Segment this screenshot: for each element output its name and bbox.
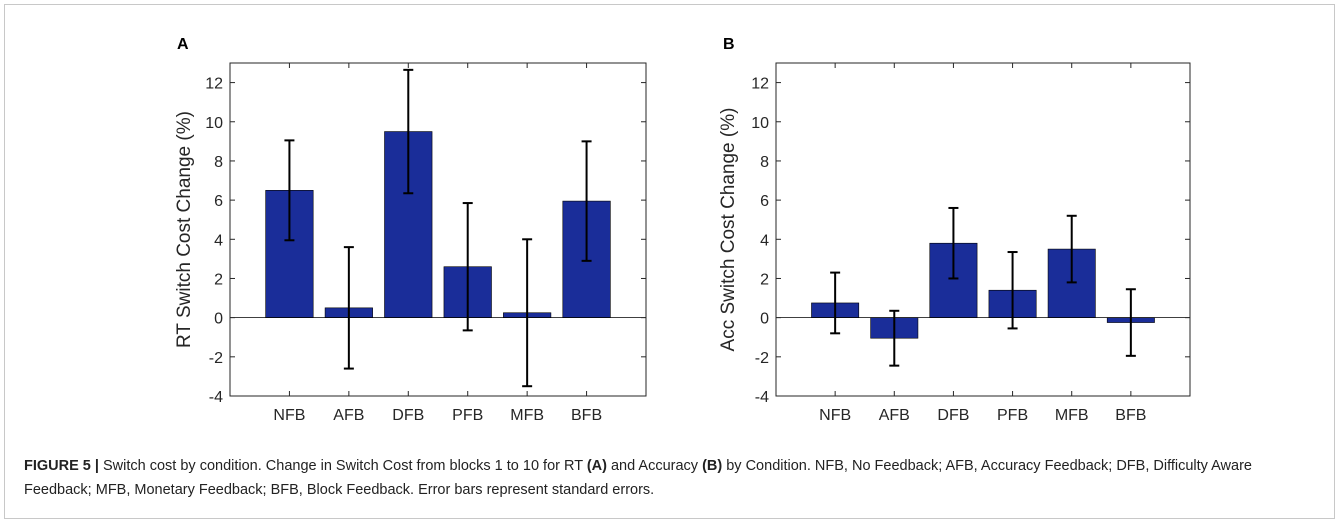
chart-b-ytick-label: 10 <box>751 115 769 132</box>
caption-text-3: by Condition. NFB, No Feedback; AFB, Acc… <box>24 458 1252 498</box>
chart-a-ytick-label: -4 <box>209 389 223 406</box>
caption-figure-label: FIGURE 5 | <box>24 458 99 474</box>
chart-a-errorbar-bfb <box>581 140 592 262</box>
figure-caption: FIGURE 5 | Switch cost by condition. Cha… <box>24 454 1314 502</box>
chart-b-errorbar-dfb <box>948 206 959 280</box>
chart-a-xtick-label-bfb: BFB <box>571 407 602 424</box>
chart-a-panel-label: A <box>177 36 189 53</box>
chart-a-panel: A -4 -2 0 2 4 6 8 10 12 NFB AFB DFB PFB MFB BFB RT Switc… <box>174 36 647 424</box>
chart-a-errorbar-dfb <box>403 68 414 195</box>
chart-b-axes-box <box>775 62 1191 397</box>
chart-a-errorbar-nfb <box>284 139 295 242</box>
chart-b-errorbar-nfb <box>830 271 841 335</box>
chart-b-ytick-label: 4 <box>760 232 769 249</box>
chart-b-panel-label: B <box>723 36 735 53</box>
chart-b-xtick-label-afb: AFB <box>879 407 910 424</box>
chart-b-ytick-label: 12 <box>751 76 769 93</box>
chart-a-xtick-label-afb: AFB <box>333 407 364 424</box>
chart-a-ytick-label: 0 <box>214 311 223 328</box>
chart-b-xtick-label-pfb: PFB <box>997 407 1028 424</box>
chart-a-ytick-label: 12 <box>205 76 223 93</box>
chart-a-errorbar-mfb <box>522 238 533 388</box>
chart-b-errorbar-bfb <box>1125 288 1136 357</box>
chart-b-xtick-label-dfb: DFB <box>937 407 969 424</box>
chart-a-ytick-label: 8 <box>214 154 223 171</box>
chart-b-ytick-label: -4 <box>755 389 769 406</box>
caption-text-1: Switch cost by condition. Change in Swit… <box>98 458 587 474</box>
chart-a-ytick-label: 6 <box>214 193 223 210</box>
chart-b-ytick-label: -2 <box>755 350 769 367</box>
chart-a-errorbar-pfb <box>462 202 473 332</box>
caption-ref-b: (B) <box>702 458 723 474</box>
chart-b-errorbar-afb <box>889 309 900 367</box>
chart-a-ytick-label: 10 <box>205 115 223 132</box>
chart-b-xtick-label-nfb: NFB <box>819 407 851 424</box>
charts-area: A -4 -2 0 2 4 6 8 10 12 NFB AFB DFB PFB MFB BFB RT Switc… <box>174 36 1191 424</box>
chart-a-xtick-label-mfb: MFB <box>510 407 544 424</box>
chart-b-ytick-label: 2 <box>760 271 769 288</box>
chart-a-xtick-label-nfb: NFB <box>273 407 305 424</box>
chart-b-y-axis-label: Acc Switch Cost Change (%) <box>718 108 739 352</box>
chart-a-ytick-label: 2 <box>214 271 223 288</box>
chart-a-xtick-label-dfb: DFB <box>392 407 424 424</box>
chart-b-xtick-label-bfb: BFB <box>1115 407 1146 424</box>
chart-b-ytick-label: 0 <box>760 311 769 328</box>
chart-a-errorbar-afb <box>343 246 354 370</box>
chart-b-errorbar-mfb <box>1066 214 1077 284</box>
chart-a-axes-box <box>229 62 647 397</box>
chart-a-ytick-label: 4 <box>214 232 223 249</box>
chart-a-y-axis-label: RT Switch Cost Change (%) <box>174 111 195 348</box>
chart-a-ytick-label: -2 <box>209 350 223 367</box>
figure-frame <box>4 4 1335 519</box>
chart-a-xtick-label-pfb: PFB <box>452 407 483 424</box>
caption-ref-a: (A) <box>586 458 607 474</box>
chart-b-ytick-label: 6 <box>760 193 769 210</box>
caption-text-2: and Accuracy <box>606 458 703 474</box>
chart-b-panel: B -4 -2 0 2 4 6 8 10 12 NFB AFB DFB PFB MFB BFB Acc Swit… <box>718 36 1191 424</box>
chart-b-ytick-label: 8 <box>760 154 769 171</box>
chart-b-xtick-label-mfb: MFB <box>1055 407 1089 424</box>
chart-b-errorbar-pfb <box>1007 251 1018 330</box>
